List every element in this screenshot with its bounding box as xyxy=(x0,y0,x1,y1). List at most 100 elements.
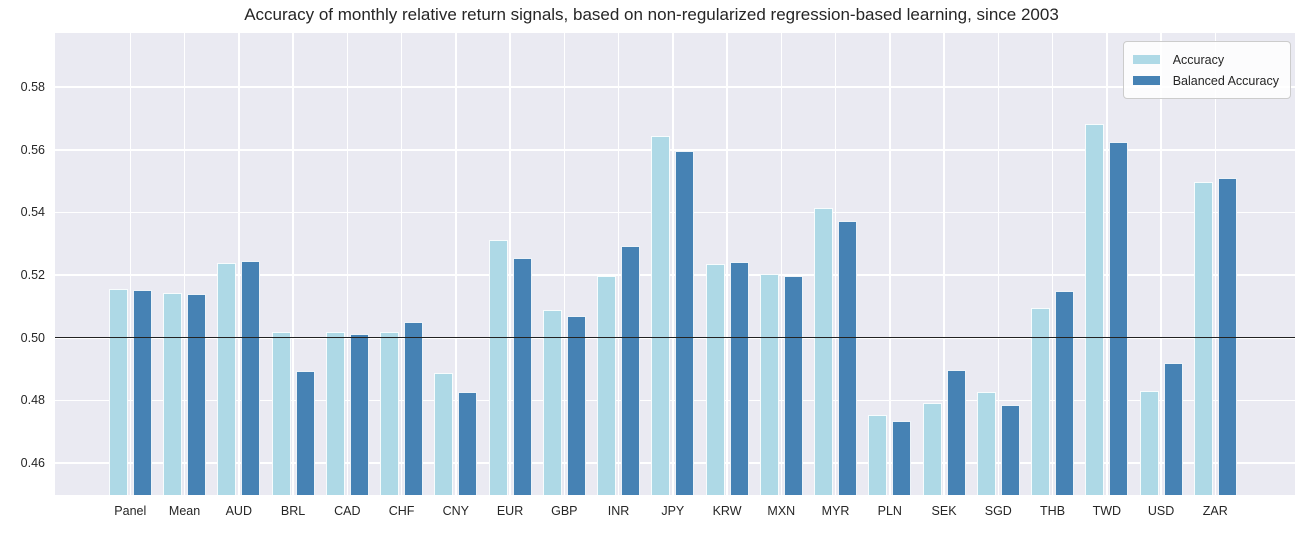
y-tick-label: 0.56 xyxy=(20,142,45,157)
y-tick-label: 0.54 xyxy=(20,205,45,220)
bar-accuracy-ZAR xyxy=(1193,182,1213,495)
x-gridline xyxy=(780,33,783,495)
x-gridline xyxy=(943,33,945,495)
legend: Accuracy Balanced Accuracy xyxy=(1122,41,1291,99)
bar-balanced-accuracy-CAD xyxy=(349,333,369,495)
bar-accuracy-CAD xyxy=(325,331,345,495)
y-tick-label: 0.58 xyxy=(20,80,45,95)
x-tick-label-THB: THB xyxy=(1040,504,1066,518)
bar-accuracy-Panel xyxy=(108,288,128,495)
reference-line-0.50 xyxy=(55,337,1295,339)
x-gridline xyxy=(292,33,294,495)
legend-label-accuracy: Accuracy xyxy=(1172,52,1225,67)
x-gridline xyxy=(563,33,566,495)
plot-area: Accuracy Balanced Accuracy xyxy=(55,33,1295,495)
bar-accuracy-SEK xyxy=(922,403,942,495)
bar-accuracy-MXN xyxy=(759,274,779,495)
bar-balanced-accuracy-Panel xyxy=(132,290,152,495)
legend-swatch-accuracy xyxy=(1132,55,1160,64)
legend-label-balanced-accuracy: Balanced Accuracy xyxy=(1172,73,1279,88)
x-gridline xyxy=(346,33,349,495)
x-tick-label-TWD: TWD xyxy=(1092,504,1122,518)
bar-balanced-accuracy-GBP xyxy=(566,315,586,495)
bar-balanced-accuracy-SEK xyxy=(946,369,966,495)
bar-accuracy-MYR xyxy=(814,208,834,495)
x-gridline xyxy=(238,33,240,495)
bar-balanced-accuracy-INR xyxy=(621,246,641,495)
x-gridline xyxy=(1214,33,1217,495)
bar-balanced-accuracy-EUR xyxy=(512,257,532,495)
x-tick-label-MYR: MYR xyxy=(821,504,850,518)
bar-balanced-accuracy-Mean xyxy=(187,293,207,495)
bar-accuracy-USD xyxy=(1139,391,1159,495)
bar-balanced-accuracy-PLN xyxy=(892,421,912,495)
bar-accuracy-PLN xyxy=(868,414,888,495)
x-tick-label-AUD: AUD xyxy=(225,504,252,518)
bar-balanced-accuracy-JPY xyxy=(675,151,695,495)
x-tick-label-BRL: BRL xyxy=(280,504,306,518)
bar-accuracy-KRW xyxy=(705,263,725,495)
x-tick-label-Mean: Mean xyxy=(168,504,201,518)
y-tick-label: 0.46 xyxy=(20,456,45,471)
x-gridline xyxy=(1051,33,1054,495)
legend-item-accuracy: Accuracy xyxy=(1132,49,1279,70)
bar-balanced-accuracy-KRW xyxy=(729,262,749,495)
bar-balanced-accuracy-BRL xyxy=(295,371,315,495)
x-gridline xyxy=(997,33,1000,495)
bar-accuracy-TWD xyxy=(1085,124,1105,495)
y-gridline xyxy=(55,399,1295,402)
legend-item-balanced-accuracy: Balanced Accuracy xyxy=(1132,70,1279,91)
x-tick-label-CNY: CNY xyxy=(442,504,469,518)
bar-accuracy-JPY xyxy=(651,136,671,495)
y-tick-label: 0.50 xyxy=(20,330,45,345)
x-gridline xyxy=(400,33,403,495)
y-gridline xyxy=(55,462,1295,464)
x-tick-label-JPY: JPY xyxy=(661,504,685,518)
x-gridline xyxy=(455,33,457,495)
bar-accuracy-Mean xyxy=(163,292,183,495)
x-gridline xyxy=(672,33,674,495)
bar-accuracy-AUD xyxy=(217,262,237,495)
x-tick-label-SGD: SGD xyxy=(984,504,1012,518)
x-tick-label-GBP: GBP xyxy=(551,504,578,518)
x-tick-label-PLN: PLN xyxy=(877,504,902,518)
x-tick-label-KRW: KRW xyxy=(712,504,742,518)
bar-balanced-accuracy-MXN xyxy=(783,276,803,495)
x-gridline xyxy=(726,33,728,495)
x-tick-label-ZAR: ZAR xyxy=(1202,504,1228,518)
x-gridline xyxy=(617,33,620,495)
bar-balanced-accuracy-AUD xyxy=(241,261,261,495)
y-gridline xyxy=(55,211,1295,214)
bar-balanced-accuracy-SGD xyxy=(1000,405,1020,495)
legend-swatch-balanced-accuracy xyxy=(1132,76,1160,85)
chart-title: Accuracy of monthly relative return sign… xyxy=(244,5,1059,24)
bar-accuracy-BRL xyxy=(271,332,291,495)
bar-accuracy-SGD xyxy=(976,391,996,495)
bar-balanced-accuracy-ZAR xyxy=(1217,178,1237,495)
bar-balanced-accuracy-CHF xyxy=(404,322,424,495)
bar-accuracy-CHF xyxy=(380,332,400,495)
bar-accuracy-INR xyxy=(597,276,617,495)
bar-balanced-accuracy-MYR xyxy=(838,220,858,495)
bar-accuracy-GBP xyxy=(542,310,562,495)
x-gridline xyxy=(183,33,186,495)
y-gridline xyxy=(55,86,1295,88)
y-tick-label: 0.48 xyxy=(20,393,45,408)
x-tick-label-CAD: CAD xyxy=(334,504,361,518)
x-tick-label-Panel: Panel xyxy=(114,504,147,518)
x-tick-label-USD: USD xyxy=(1147,504,1175,518)
bar-balanced-accuracy-THB xyxy=(1055,291,1075,495)
x-gridline xyxy=(889,33,891,495)
x-tick-label-CHF: CHF xyxy=(388,504,415,518)
x-gridline xyxy=(834,33,837,495)
x-tick-label-EUR: EUR xyxy=(496,504,524,518)
bar-balanced-accuracy-CNY xyxy=(458,391,478,495)
y-tick-label: 0.52 xyxy=(20,268,45,283)
x-gridline xyxy=(129,33,132,495)
bar-accuracy-EUR xyxy=(488,239,508,495)
bar-balanced-accuracy-TWD xyxy=(1109,142,1129,495)
x-gridline xyxy=(1160,33,1162,495)
x-tick-label-SEK: SEK xyxy=(931,504,957,518)
bar-accuracy-THB xyxy=(1031,307,1051,495)
